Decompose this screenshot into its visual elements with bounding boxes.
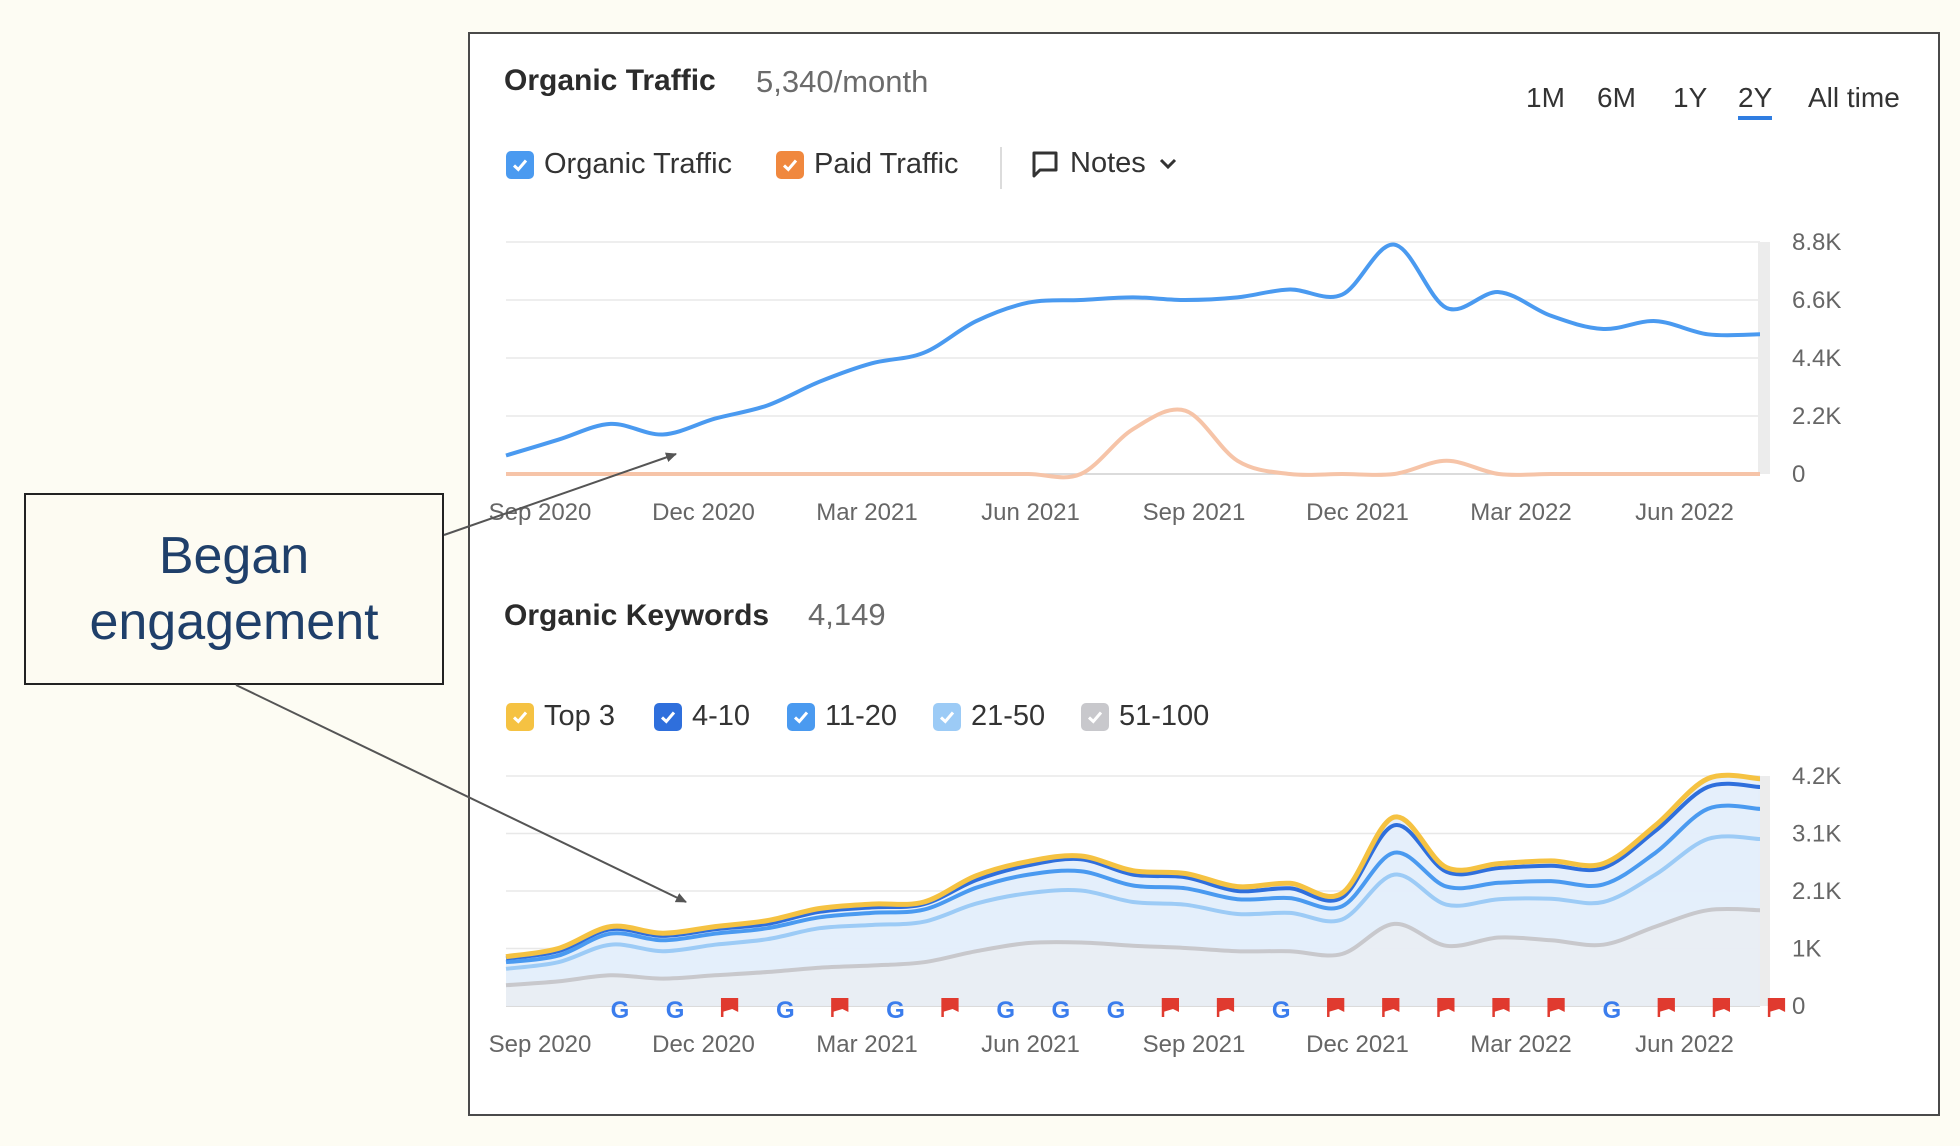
legend-11-20[interactable]: 11-20 bbox=[787, 700, 897, 733]
note-flag-icon bbox=[1438, 998, 1455, 1012]
keywords-value: 4,149 bbox=[808, 597, 886, 632]
x-tick-label: Mar 2021 bbox=[816, 1031, 917, 1058]
traffic-title: Organic Traffic bbox=[504, 64, 716, 97]
y-tick-label: 3.1K bbox=[1792, 821, 1841, 848]
google-update-icon: G bbox=[1272, 997, 1291, 1024]
checkbox-icon[interactable] bbox=[1081, 702, 1109, 731]
y-tick-label: 8.8K bbox=[1792, 229, 1841, 256]
x-tick-label: Jun 2021 bbox=[981, 499, 1080, 526]
x-tick-label: Dec 2021 bbox=[1306, 499, 1409, 526]
x-tick-label: Mar 2021 bbox=[816, 499, 917, 526]
series-line-4 bbox=[505, 772, 1761, 960]
series-line-3 bbox=[505, 781, 1761, 961]
google-update-icon: G bbox=[1051, 997, 1070, 1024]
note-flag-icon bbox=[1493, 998, 1510, 1012]
dashboard-panel: Organic Traffic 5,340/month 1M 6M 1Y 2Y … bbox=[468, 32, 1940, 1116]
legend-label: 51-100 bbox=[1119, 700, 1210, 732]
traffic-value: 5,340/month bbox=[756, 64, 929, 99]
legend-label: Organic Traffic bbox=[544, 148, 733, 180]
google-update-icon: G bbox=[886, 997, 905, 1024]
y-tick-label: 0 bbox=[1792, 461, 1805, 488]
legend-label: 4-10 bbox=[692, 700, 751, 732]
note-flag-icon bbox=[1163, 998, 1179, 1012]
y-tick-label: 4.2K bbox=[1792, 763, 1841, 790]
x-tick-label: Dec 2020 bbox=[652, 1031, 755, 1058]
note-flag-icon bbox=[1328, 998, 1345, 1012]
note-flag-icon bbox=[1714, 998, 1730, 1012]
legend-divider bbox=[1000, 147, 1002, 189]
range-1y[interactable]: 1Y bbox=[1673, 82, 1708, 113]
y-tick-label: 2.2K bbox=[1792, 403, 1841, 430]
range-1m[interactable]: 1M bbox=[1526, 82, 1565, 113]
note-flag-icon bbox=[1218, 998, 1235, 1012]
note-flag-icon bbox=[1658, 998, 1675, 1012]
note-flag-icon bbox=[1383, 998, 1400, 1012]
x-tick-label: Jun 2021 bbox=[981, 1031, 1080, 1058]
y-tick-label: 6.6K bbox=[1792, 287, 1841, 314]
series-line-1 bbox=[506, 407, 1760, 480]
checkbox-icon[interactable] bbox=[776, 150, 804, 179]
checkbox-icon[interactable] bbox=[933, 702, 961, 731]
x-tick-label: Jun 2022 bbox=[1635, 1031, 1734, 1058]
note-flag-icon bbox=[722, 998, 739, 1012]
x-tick-label: Mar 2022 bbox=[1470, 1031, 1571, 1058]
y-tick-label: 0 bbox=[1792, 993, 1805, 1020]
series-line-0 bbox=[505, 906, 1761, 988]
legend-label: 21-50 bbox=[971, 700, 1046, 732]
note-flag-icon bbox=[942, 998, 959, 1012]
legend-organic-traffic[interactable]: Organic Traffic bbox=[506, 148, 732, 181]
series-line-0 bbox=[505, 242, 1761, 458]
range-2y[interactable]: 2Y bbox=[1738, 82, 1773, 120]
notes-dropdown[interactable]: Notes bbox=[1030, 147, 1178, 180]
chart-scrollbar bbox=[1758, 242, 1770, 474]
note-flag-icon bbox=[1548, 998, 1565, 1012]
annotation-box: Began engagement bbox=[24, 493, 444, 685]
y-tick-label: 1K bbox=[1792, 936, 1821, 963]
x-tick-label: Dec 2021 bbox=[1306, 1031, 1409, 1058]
chevron-down-icon bbox=[1158, 156, 1178, 172]
organic-keywords-chart: 0 1K 2.1K 3.1K 4.2K Sep 2020 Dec 2020 Mar 2021 J… bbox=[489, 763, 1842, 1058]
google-update-icon: G bbox=[611, 997, 630, 1024]
google-update-icon: G bbox=[1602, 997, 1621, 1024]
google-update-icon: G bbox=[666, 997, 685, 1024]
x-tick-label: Mar 2022 bbox=[1470, 499, 1571, 526]
notes-label: Notes bbox=[1070, 147, 1146, 179]
legend-label: 11-20 bbox=[825, 700, 898, 732]
annotation-line-1: Began bbox=[158, 527, 310, 585]
legend-21-50[interactable]: 21-50 bbox=[933, 700, 1045, 733]
keywords-title: Organic Keywords bbox=[504, 599, 770, 632]
chart-scrollbar bbox=[1758, 776, 1770, 1006]
x-tick-label: Sep 2021 bbox=[1143, 499, 1246, 526]
google-update-icon: G bbox=[776, 997, 795, 1024]
google-update-icon: G bbox=[996, 997, 1015, 1024]
legend-label: Paid Traffic bbox=[814, 148, 959, 180]
series-line-2 bbox=[505, 803, 1761, 965]
y-tick-label: 4.4K bbox=[1792, 345, 1841, 372]
range-6m[interactable]: 6M bbox=[1597, 82, 1636, 113]
note-flag-icon bbox=[1769, 998, 1786, 1012]
x-tick-label: Sep 2020 bbox=[489, 1031, 592, 1058]
note-flag-icon bbox=[832, 998, 849, 1012]
legend-51-100[interactable]: 51-100 bbox=[1081, 700, 1209, 733]
area-fill-4 bbox=[506, 908, 1760, 1006]
range-all-time[interactable]: All time bbox=[1808, 82, 1900, 113]
checkbox-icon[interactable] bbox=[506, 150, 534, 179]
checkbox-icon[interactable] bbox=[787, 702, 815, 731]
y-tick-label: 2.1K bbox=[1792, 878, 1841, 905]
legend-paid-traffic[interactable]: Paid Traffic bbox=[776, 148, 959, 181]
annotation-line-2: engagement bbox=[89, 593, 379, 651]
google-update-icon: G bbox=[1107, 997, 1126, 1024]
series-line-1 bbox=[505, 834, 1761, 971]
notes-icon bbox=[1030, 149, 1060, 179]
x-tick-label: Jun 2022 bbox=[1635, 499, 1734, 526]
x-tick-label: Sep 2021 bbox=[1143, 1031, 1246, 1058]
